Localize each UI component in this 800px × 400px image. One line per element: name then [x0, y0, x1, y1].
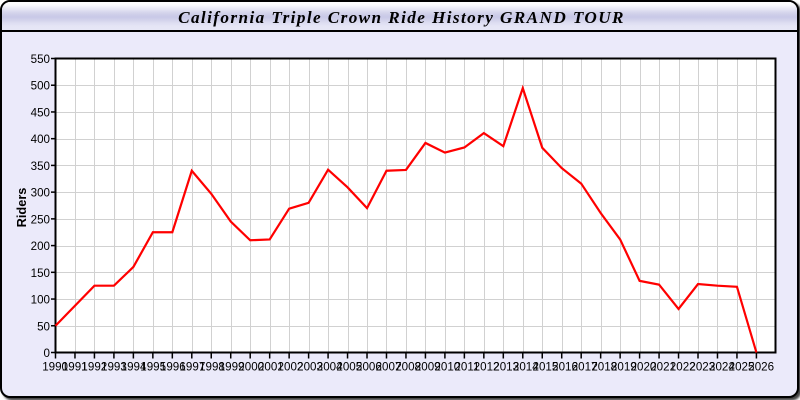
svg-text:350: 350 [31, 160, 50, 173]
svg-text:1998: 1998 [199, 360, 225, 373]
svg-text:0: 0 [44, 347, 50, 360]
svg-text:400: 400 [31, 133, 50, 146]
svg-text:2017: 2017 [572, 360, 598, 373]
svg-text:50: 50 [37, 320, 50, 333]
svg-text:2020: 2020 [631, 360, 657, 373]
svg-text:2015: 2015 [533, 360, 559, 373]
svg-text:1992: 1992 [81, 360, 107, 373]
svg-text:2016: 2016 [552, 360, 578, 373]
svg-text:2011: 2011 [454, 360, 479, 373]
svg-text:2025: 2025 [729, 360, 755, 373]
svg-text:2013: 2013 [493, 360, 519, 373]
svg-text:1991: 1991 [62, 360, 88, 373]
svg-text:2023: 2023 [689, 360, 715, 373]
svg-text:2021: 2021 [650, 360, 676, 373]
svg-text:2024: 2024 [709, 360, 735, 373]
svg-text:100: 100 [31, 294, 50, 307]
svg-text:2010: 2010 [434, 360, 460, 373]
svg-text:1997: 1997 [179, 360, 205, 373]
svg-text:2004: 2004 [317, 360, 343, 373]
svg-text:1995: 1995 [140, 360, 166, 373]
svg-text:450: 450 [31, 106, 50, 119]
svg-text:2003: 2003 [297, 360, 323, 373]
svg-text:2001: 2001 [258, 360, 284, 373]
svg-text:1994: 1994 [121, 360, 147, 373]
svg-text:2007: 2007 [376, 360, 402, 373]
svg-text:300: 300 [31, 187, 50, 200]
svg-text:2012: 2012 [474, 360, 500, 373]
svg-text:2000: 2000 [238, 360, 264, 373]
svg-text:2014: 2014 [513, 360, 539, 373]
svg-text:150: 150 [31, 267, 50, 280]
svg-text:2022: 2022 [670, 360, 696, 373]
svg-text:500: 500 [31, 80, 50, 93]
svg-text:1990: 1990 [42, 360, 68, 373]
svg-text:550: 550 [31, 53, 50, 66]
svg-text:250: 250 [31, 213, 50, 226]
svg-text:2019: 2019 [611, 360, 637, 373]
svg-text:2008: 2008 [395, 360, 421, 373]
svg-text:Riders: Riders [14, 188, 29, 228]
svg-text:1993: 1993 [101, 360, 127, 373]
svg-text:2002: 2002 [278, 360, 304, 373]
svg-text:2009: 2009 [415, 360, 441, 373]
svg-text:2026: 2026 [748, 360, 774, 373]
svg-text:1996: 1996 [160, 360, 186, 373]
svg-text:200: 200 [31, 240, 50, 253]
svg-text:2018: 2018 [591, 360, 617, 373]
svg-text:1999: 1999 [219, 360, 245, 373]
svg-text:2006: 2006 [356, 360, 382, 373]
svg-text:2005: 2005 [336, 360, 362, 373]
